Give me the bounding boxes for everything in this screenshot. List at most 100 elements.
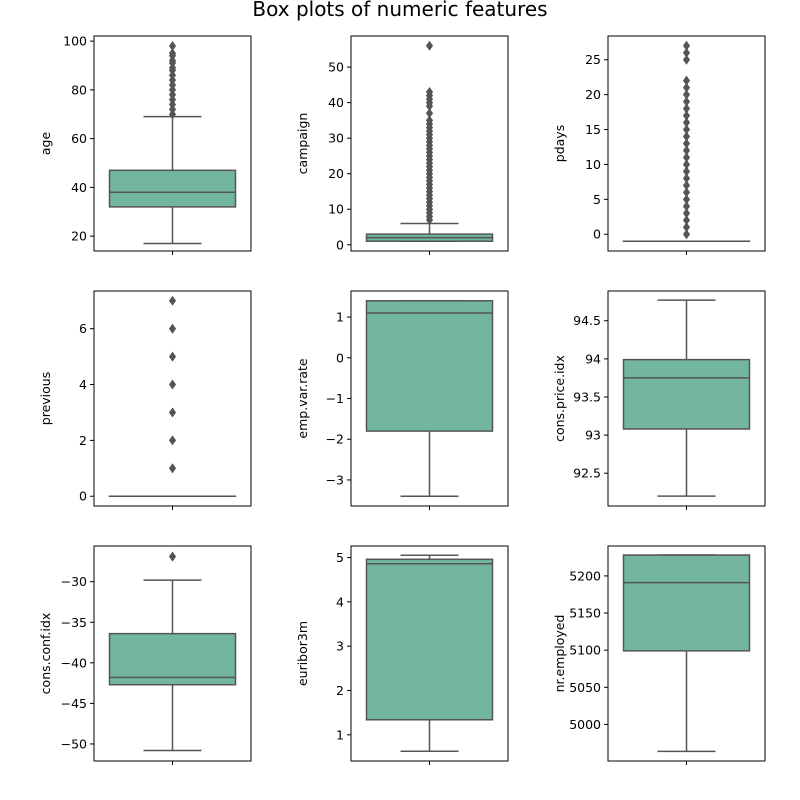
outlier-point: [168, 407, 177, 418]
outlier-point: [168, 48, 177, 59]
iqr-box: [365, 300, 494, 432]
y-tick-label: 94.5: [573, 313, 601, 328]
outlier-point: [682, 124, 691, 135]
y-axis-label: euribor3m: [295, 621, 310, 686]
y-tick-label: 40: [71, 180, 87, 195]
outlier-point: [682, 75, 691, 86]
outlier-point: [682, 215, 691, 226]
y-tick-label: −50: [61, 736, 87, 751]
y-tick-label: 94: [585, 351, 601, 366]
outlier-point: [168, 379, 177, 390]
y-tick-label: −1: [326, 391, 344, 406]
y-tick-label: −45: [61, 696, 87, 711]
y-tick-label: 4: [79, 377, 87, 392]
outlier-point: [168, 435, 177, 446]
y-tick-label: 60: [71, 131, 87, 146]
y-tick-label: 3: [336, 639, 344, 654]
y-tick-label: 5000: [569, 717, 601, 732]
iqr-box: [108, 632, 237, 686]
plot-frame: [93, 35, 252, 252]
subplot-emp-var-rate: −3 −2 −1 0 1 emp.var.rate: [295, 290, 509, 510]
y-tick-label: 20: [585, 87, 601, 102]
y-tick-label: 15: [585, 122, 601, 137]
y-axis-label: nr.employed: [552, 615, 567, 693]
outlier-point: [682, 40, 691, 51]
outlier-point: [682, 131, 691, 142]
plot-frame: [93, 290, 252, 507]
subplot-campaign: 0 10 20 30 40 50 campaign: [295, 35, 509, 255]
subplot-pdays: 0 5 10 15 20 25 pdays: [552, 35, 766, 255]
outlier-point: [168, 323, 177, 334]
outlier-point: [168, 40, 177, 52]
outlier-point: [682, 222, 691, 233]
outlier-point: [168, 551, 177, 562]
y-axis-label: emp.var.rate: [295, 358, 310, 438]
y-tick-label: −40: [61, 655, 87, 670]
outlier-point: [425, 115, 434, 126]
outlier-point: [682, 208, 691, 219]
outlier-point: [682, 166, 691, 177]
outlier-point: [425, 108, 434, 119]
plot-frame: [607, 545, 766, 762]
iqr-box: [108, 169, 237, 208]
outlier-point: [425, 86, 434, 97]
y-tick-label: 5: [593, 192, 601, 207]
outlier-point: [682, 159, 691, 170]
outlier-point: [682, 110, 691, 121]
outlier-point: [682, 82, 691, 93]
outlier-point: [425, 40, 434, 51]
y-tick-label: 5200: [569, 568, 601, 583]
plot-frame: [350, 290, 509, 507]
outlier-point: [682, 117, 691, 128]
y-tick-label: 1: [336, 310, 344, 325]
y-tick-label: 20: [328, 166, 344, 181]
subplot-nr-employed: 5000 5050 5100 5150 5200 nr.employed: [552, 545, 766, 765]
y-tick-label: 20: [71, 229, 87, 244]
y-tick-label: 100: [63, 34, 87, 49]
outlier-point: [682, 180, 691, 191]
plot-frame: [607, 290, 766, 507]
y-tick-label: 10: [585, 157, 601, 172]
outlier-point: [682, 145, 691, 156]
y-tick-label: 2: [336, 683, 344, 698]
y-tick-label: 30: [328, 131, 344, 146]
y-axis-label: previous: [38, 372, 53, 425]
outlier-point: [682, 54, 691, 65]
plot-frame: [350, 35, 509, 252]
y-tick-label: 92.5: [573, 466, 601, 481]
outlier-point: [682, 173, 691, 184]
y-tick-label: 0: [79, 489, 87, 504]
plot-frame: [607, 35, 766, 252]
y-tick-label: 1: [336, 727, 344, 742]
y-tick-label: 5100: [569, 643, 601, 658]
outlier-point: [682, 96, 691, 107]
y-tick-label: −30: [61, 574, 87, 589]
subplot-previous: 0 2 4 6 previous: [38, 290, 252, 510]
figure-title: Box plots of numeric features: [252, 0, 548, 21]
y-tick-label: −35: [61, 615, 87, 630]
y-tick-label: 5050: [569, 680, 601, 695]
y-axis-label: cons.conf.idx: [38, 613, 53, 695]
y-tick-label: −3: [326, 472, 344, 487]
subplot-cons-conf-idx: −50 −45 −40 −35 −30 cons.conf.idx: [38, 545, 252, 765]
subplot-euribor3m: 1 2 3 4 5 euribor3m: [295, 545, 509, 765]
y-tick-label: 80: [71, 82, 87, 97]
y-tick-label: 4: [336, 594, 344, 609]
iqr-box: [622, 554, 751, 652]
y-tick-label: 10: [328, 202, 344, 217]
plot-frame: [93, 545, 252, 762]
outlier-point: [682, 152, 691, 163]
y-tick-label: 50: [328, 60, 344, 75]
outlier-point: [682, 103, 691, 114]
y-axis-label: age: [38, 132, 53, 156]
y-tick-label: 6: [79, 321, 87, 336]
y-tick-label: 0: [336, 350, 344, 365]
outlier-point: [168, 463, 177, 474]
y-tick-label: 2: [79, 433, 87, 448]
y-axis-label: campaign: [295, 113, 310, 175]
outlier-point: [682, 138, 691, 149]
iqr-box: [622, 358, 751, 430]
y-tick-label: −2: [326, 432, 344, 447]
